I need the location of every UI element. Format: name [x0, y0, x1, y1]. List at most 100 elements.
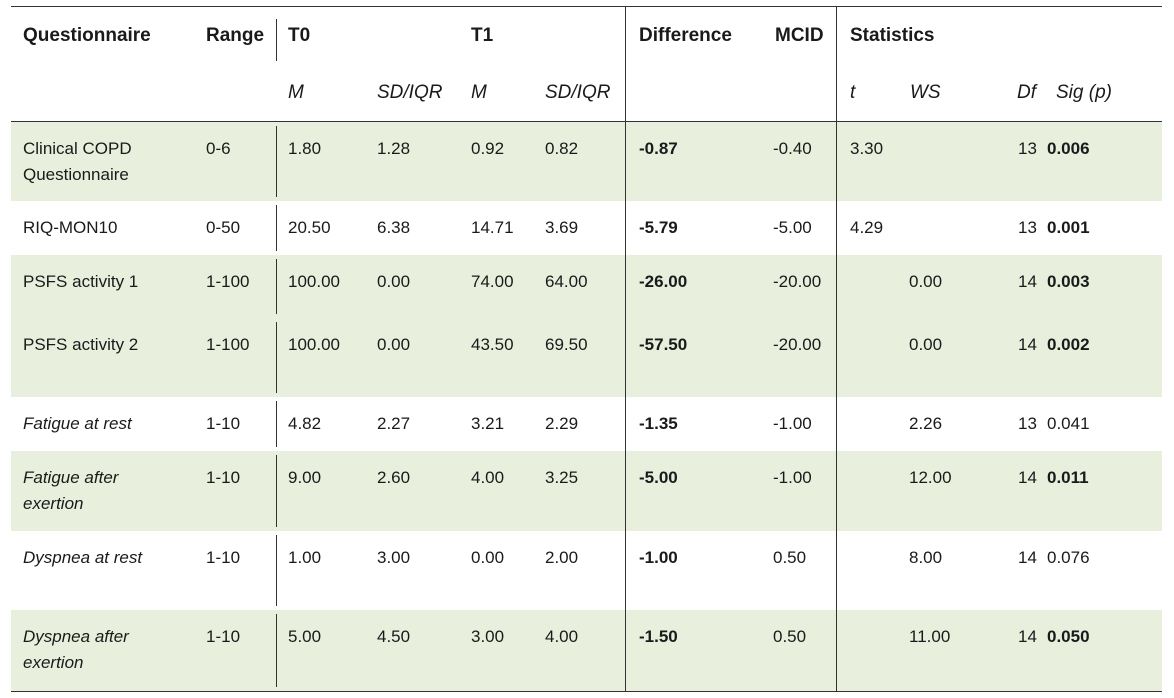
cell-mcid: -20.00	[773, 335, 822, 354]
cell-sig: 0.041	[1047, 414, 1090, 433]
cell-t1-m: 0.92	[471, 139, 505, 158]
cell-ws: 8.00	[909, 548, 943, 567]
cell-t: 3.30	[850, 139, 884, 158]
cell-ws: 11.00	[909, 627, 951, 646]
cell-name: Dyspnea after exertion	[23, 627, 129, 672]
vrule-difference	[625, 6, 626, 692]
cell-t0-sd: 4.50	[377, 627, 411, 646]
subheader-sig: Sig (p)	[1056, 82, 1112, 103]
vrule-range	[276, 259, 277, 314]
cell-sig: 0.006	[1047, 139, 1090, 158]
vrule-range	[276, 205, 277, 251]
cell-t1-m: 43.50	[471, 335, 514, 354]
cell-diff: -26.00	[639, 272, 688, 291]
header-t0: T0	[288, 25, 311, 46]
header-statistics: Statistics	[850, 25, 935, 46]
cell-name: PSFS activity 1	[23, 272, 139, 291]
cell-df: 13	[1018, 218, 1037, 237]
subheader-df: Df	[1017, 82, 1036, 103]
vrule-range	[276, 455, 277, 527]
cell-range: 0-50	[206, 218, 241, 237]
cell-t0-m: 100.00	[288, 272, 340, 291]
cell-sig: 0.003	[1047, 272, 1090, 291]
subheader-t: t	[850, 82, 856, 103]
rule-header	[11, 121, 1162, 122]
cell-df: 13	[1018, 139, 1037, 158]
header-mcid: MCID	[775, 25, 824, 46]
cell-t0-m: 1.00	[288, 548, 322, 567]
cell-ws: 0.00	[909, 272, 943, 291]
cell-name: RIQ-MON10	[23, 218, 118, 237]
results-table: Questionnaire Range T0 T1 Difference MCI…	[11, 6, 1162, 692]
cell-range: 1-10	[206, 627, 241, 646]
cell-t1-m: 74.00	[471, 272, 514, 291]
cell-df: 14	[1018, 272, 1037, 291]
rule-top	[11, 6, 1162, 7]
cell-mcid: -20.00	[773, 272, 822, 291]
cell-t1-m: 3.00	[471, 627, 505, 646]
row-shading	[11, 610, 1162, 691]
rule-bottom	[11, 691, 1162, 692]
cell-t1-m: 4.00	[471, 468, 505, 487]
row-shading	[11, 318, 1162, 397]
subheader-t0-m: M	[288, 82, 304, 103]
cell-mcid: 0.50	[773, 548, 807, 567]
cell-diff: -1.35	[639, 414, 678, 433]
row-shading	[11, 255, 1162, 318]
cell-t1-m: 0.00	[471, 548, 505, 567]
vrule-range-header	[276, 19, 277, 61]
vrule-statistics	[836, 6, 837, 692]
subheader-t1-sd: SD/IQR	[545, 82, 611, 103]
header-range: Range	[206, 25, 265, 46]
cell-t0-m: 1.80	[288, 139, 322, 158]
cell-range: 1-10	[206, 548, 241, 567]
cell-t: 4.29	[850, 218, 884, 237]
cell-name: Fatigue after exertion	[23, 468, 119, 513]
cell-t0-m: 100.00	[288, 335, 340, 354]
cell-range: 0-6	[206, 139, 231, 158]
cell-t1-sd: 2.29	[545, 414, 579, 433]
vrule-range	[276, 535, 277, 606]
cell-t0-sd: 0.00	[377, 335, 411, 354]
subheader-t0-sd: SD/IQR	[377, 82, 443, 103]
cell-t1-sd: 3.69	[545, 218, 579, 237]
cell-ws: 2.26	[909, 414, 943, 433]
subheader-t1-m: M	[471, 82, 487, 103]
cell-mcid: -0.40	[773, 139, 812, 158]
header-questionnaire: Questionnaire	[23, 25, 151, 46]
cell-diff: -57.50	[639, 335, 688, 354]
cell-t1-m: 14.71	[471, 218, 514, 237]
cell-name: Clinical COPD Questionnaire	[23, 139, 132, 184]
cell-diff: -0.87	[639, 139, 678, 158]
cell-mcid: -1.00	[773, 414, 812, 433]
row-shading	[11, 122, 1162, 201]
cell-mcid: 0.50	[773, 627, 807, 646]
cell-t0-sd: 0.00	[377, 272, 411, 291]
cell-sig: 0.050	[1047, 627, 1090, 646]
cell-sig: 0.002	[1047, 335, 1090, 354]
cell-t1-sd: 2.00	[545, 548, 579, 567]
cell-ws: 0.00	[909, 335, 943, 354]
cell-range: 1-100	[206, 272, 250, 291]
cell-name: PSFS activity 2	[23, 335, 139, 354]
cell-t0-sd: 1.28	[377, 139, 411, 158]
cell-mcid: -5.00	[773, 218, 812, 237]
header-t1: T1	[471, 25, 494, 46]
cell-diff: -5.79	[639, 218, 678, 237]
cell-range: 1-100	[206, 335, 250, 354]
cell-t0-m: 4.82	[288, 414, 322, 433]
vrule-range	[276, 322, 277, 393]
cell-ws: 12.00	[909, 468, 952, 487]
cell-sig: 0.001	[1047, 218, 1090, 237]
cell-df: 14	[1018, 627, 1037, 646]
cell-df: 14	[1018, 548, 1037, 567]
cell-diff: -5.00	[639, 468, 678, 487]
cell-t1-sd: 3.25	[545, 468, 579, 487]
cell-sig: 0.076	[1047, 548, 1090, 567]
vrule-range	[276, 126, 277, 197]
cell-t0-sd: 2.27	[377, 414, 411, 433]
cell-mcid: -1.00	[773, 468, 812, 487]
cell-t1-sd: 4.00	[545, 627, 579, 646]
cell-t0-sd: 2.60	[377, 468, 411, 487]
cell-t1-sd: 69.50	[545, 335, 588, 354]
